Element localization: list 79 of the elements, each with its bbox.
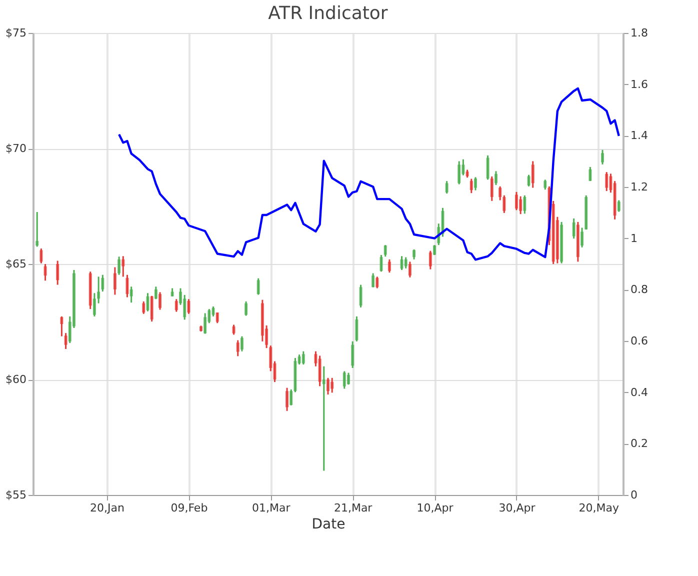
y2-tick-label: 1.4 [630, 129, 648, 142]
y2-tick-label: 0.6 [630, 334, 648, 348]
y2-tick-label: 0.4 [630, 386, 648, 399]
y2-tick-label: 1.8 [630, 26, 648, 40]
candlestick [519, 196, 522, 215]
candlestick [36, 211, 39, 248]
candlestick [240, 336, 244, 352]
candlestick [605, 171, 608, 192]
candlestick [433, 244, 436, 256]
candlestick [490, 176, 494, 202]
candlestick [232, 324, 236, 336]
candlestick [142, 300, 146, 315]
candlestick [236, 339, 240, 357]
candlestick [404, 256, 408, 270]
y2-tick-label: 1.2 [630, 180, 648, 194]
candlestick [572, 218, 576, 240]
candlestick [122, 255, 125, 278]
candlestick [56, 260, 60, 286]
candlestick [428, 250, 432, 270]
candlestick [244, 300, 248, 316]
x-tick-label: 10,Apr [416, 502, 454, 514]
candlestick [380, 254, 383, 272]
candlestick [486, 154, 490, 180]
candlestick [92, 292, 96, 318]
candlestick [130, 286, 133, 304]
candlestick [400, 255, 404, 271]
candlestick [445, 180, 448, 194]
candlestick [514, 191, 518, 211]
candlestick [204, 312, 207, 335]
y-tick-label: $55 [6, 488, 26, 502]
y2-tick-label: 1.6 [630, 78, 648, 91]
candlestick [256, 278, 260, 296]
y2-tick-label: 1 [630, 232, 638, 245]
candlestick [216, 312, 219, 324]
candlestick [527, 174, 530, 188]
y-tick-label: $75 [6, 26, 26, 40]
y2-tick-label: 0 [630, 488, 638, 502]
candlestick [601, 149, 604, 166]
candlestick [372, 272, 375, 288]
candlestick [174, 298, 178, 313]
y2-tick-label: 0.8 [630, 283, 648, 296]
candlestick [64, 332, 68, 350]
x-tick-label: 01,Mar [252, 502, 291, 514]
x-tick-label: 20,May [578, 502, 620, 514]
x-tick-label: 21,Mar [334, 502, 373, 514]
candlestick [531, 160, 534, 189]
x-tick-label: 30,Apr [498, 502, 536, 514]
candlestick [146, 292, 150, 312]
candlestick [150, 295, 154, 322]
candlestick [494, 170, 498, 186]
x-tick-label: 20,Jan [90, 502, 124, 514]
y-tick-label: $65 [6, 258, 26, 270]
candlestick [158, 291, 162, 310]
candlestick [408, 260, 412, 278]
candlestick [60, 316, 64, 338]
candlestick [376, 276, 379, 290]
candlestick [118, 256, 121, 276]
chart-title: ATR Indicator [268, 3, 388, 24]
candlestick [40, 248, 43, 264]
candlestick [544, 178, 547, 190]
y-tick-label: $70 [6, 142, 26, 155]
x-axis-title: Date [312, 516, 346, 532]
candlestick [126, 274, 129, 298]
candlestick [44, 263, 47, 282]
candlestick [470, 178, 473, 194]
candlestick [113, 266, 116, 296]
candlestick [97, 276, 100, 304]
x-tick-label: 09,Feb [170, 502, 208, 514]
candlestick [458, 160, 461, 186]
candlestick [474, 176, 477, 192]
candlestick [412, 248, 416, 260]
candlestick [187, 298, 190, 315]
y2-tick-label: 0.2 [630, 437, 648, 450]
candlestick [617, 199, 620, 213]
candlestick [523, 194, 526, 214]
candlestick [154, 286, 158, 300]
candlestick [588, 166, 592, 182]
y-tick-label: $60 [6, 373, 26, 386]
candlestick [384, 244, 387, 258]
